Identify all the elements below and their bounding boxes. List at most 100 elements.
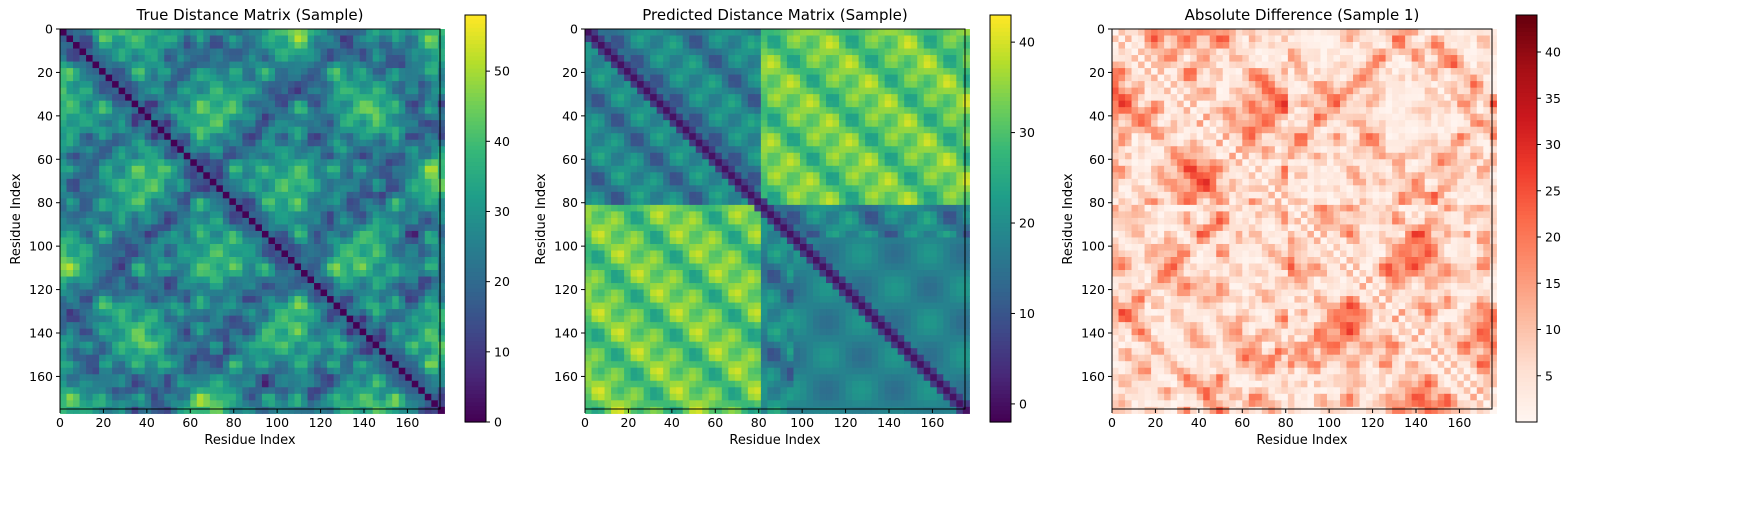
heatmap-cell: [216, 270, 224, 278]
heatmap-cell: [353, 296, 361, 304]
heatmap-cell: [624, 120, 632, 128]
heatmap-cell: [248, 237, 257, 245]
heatmap-cell: [196, 198, 204, 206]
heatmap-cell: [366, 354, 374, 362]
heatmap-cell: [307, 107, 315, 115]
heatmap-cell: [398, 191, 406, 199]
heatmap-cell: [411, 61, 419, 69]
heatmap-cell: [767, 146, 775, 154]
heatmap-cell: [405, 198, 413, 206]
heatmap-cell: [314, 400, 322, 408]
heatmap-cell: [138, 61, 146, 69]
heatmap-cell: [301, 55, 309, 63]
heatmap-cell: [385, 204, 393, 212]
colorbar-segment: [465, 198, 486, 203]
heatmap-cell: [930, 139, 938, 147]
heatmap-cell: [663, 87, 671, 95]
heatmap-cell: [164, 100, 172, 108]
heatmap-cell: [105, 42, 113, 50]
heatmap-cell: [624, 146, 632, 154]
heatmap-cell: [379, 309, 387, 317]
heatmap-cell: [359, 393, 367, 401]
heatmap-cell: [405, 172, 413, 180]
heatmap-cell: [728, 100, 736, 108]
heatmap-cell: [372, 159, 380, 167]
heatmap-cell: [585, 61, 593, 69]
heatmap-cell: [372, 100, 380, 108]
heatmap-cell: [728, 159, 736, 167]
heatmap-cell: [209, 250, 217, 258]
heatmap-cell: [131, 94, 139, 102]
heatmap-cell: [359, 309, 367, 317]
heatmap-cell: [248, 361, 257, 369]
heatmap-cell: [125, 296, 133, 304]
heatmap-cell: [151, 68, 159, 76]
heatmap-cell: [340, 400, 348, 408]
heatmap-cell: [216, 94, 224, 102]
heatmap-cell: [196, 309, 204, 317]
heatmap-cell: [865, 107, 873, 115]
heatmap-cell: [255, 341, 263, 349]
heatmap-cell: [307, 328, 315, 336]
heatmap-cell: [242, 367, 250, 375]
heatmap-cell: [379, 406, 387, 414]
heatmap-cell: [235, 289, 243, 297]
heatmap-cell: [235, 335, 243, 343]
heatmap-cell: [112, 211, 120, 219]
heatmap-cell: [170, 152, 178, 160]
heatmap-cell: [359, 165, 367, 173]
heatmap-cell: [891, 126, 899, 134]
heatmap-cell: [86, 270, 94, 278]
heatmap-cell: [891, 94, 899, 102]
heatmap-cell: [307, 198, 315, 206]
heatmap-cell: [385, 185, 393, 193]
heatmap-cell: [702, 74, 710, 82]
heatmap-cell: [604, 68, 612, 76]
heatmap-cell: [183, 107, 191, 115]
heatmap-cell: [157, 250, 165, 258]
heatmap-cell: [708, 152, 716, 160]
heatmap-cell: [112, 289, 120, 297]
heatmap-cell: [196, 191, 204, 199]
heatmap-cell: [164, 81, 172, 89]
heatmap-cell: [708, 48, 716, 56]
heatmap-cell: [268, 48, 276, 56]
heatmap-cell: [437, 315, 445, 323]
heatmap-cell: [112, 322, 120, 330]
heatmap-cell: [385, 361, 393, 369]
heatmap-cell: [418, 400, 426, 408]
heatmap-cell: [379, 198, 387, 206]
heatmap-cell: [131, 211, 139, 219]
heatmap-cell: [86, 100, 94, 108]
heatmap-cell: [832, 165, 840, 173]
heatmap-cell: [340, 48, 348, 56]
heatmap-cell: [151, 380, 159, 388]
heatmap-cell: [728, 146, 736, 154]
heatmap-cell: [806, 81, 814, 89]
heatmap-cell: [695, 74, 703, 82]
heatmap-cell: [398, 257, 406, 265]
heatmap-cell: [131, 341, 139, 349]
heatmap-cell: [157, 257, 165, 265]
heatmap-cell: [170, 406, 178, 414]
heatmap-cell: [806, 55, 814, 63]
heatmap-cell: [839, 35, 847, 43]
heatmap-cell: [676, 94, 684, 102]
heatmap-cell: [118, 133, 126, 141]
heatmap-cell: [99, 406, 107, 414]
heatmap-cell: [747, 139, 755, 147]
heatmap-cell: [845, 113, 853, 121]
heatmap-cell: [66, 198, 74, 206]
heatmap-cell: [164, 315, 172, 323]
heatmap-cell: [340, 172, 348, 180]
heatmap-cell: [144, 250, 152, 258]
heatmap-cell: [826, 29, 834, 37]
heatmap-cell: [372, 393, 380, 401]
heatmap-cell: [261, 165, 270, 173]
heatmap-cell: [60, 94, 68, 102]
heatmap-cell: [118, 94, 126, 102]
heatmap-cell: [624, 74, 632, 82]
heatmap-cell: [819, 42, 827, 50]
heatmap-cell: [209, 48, 217, 56]
heatmap-cell: [637, 81, 645, 89]
